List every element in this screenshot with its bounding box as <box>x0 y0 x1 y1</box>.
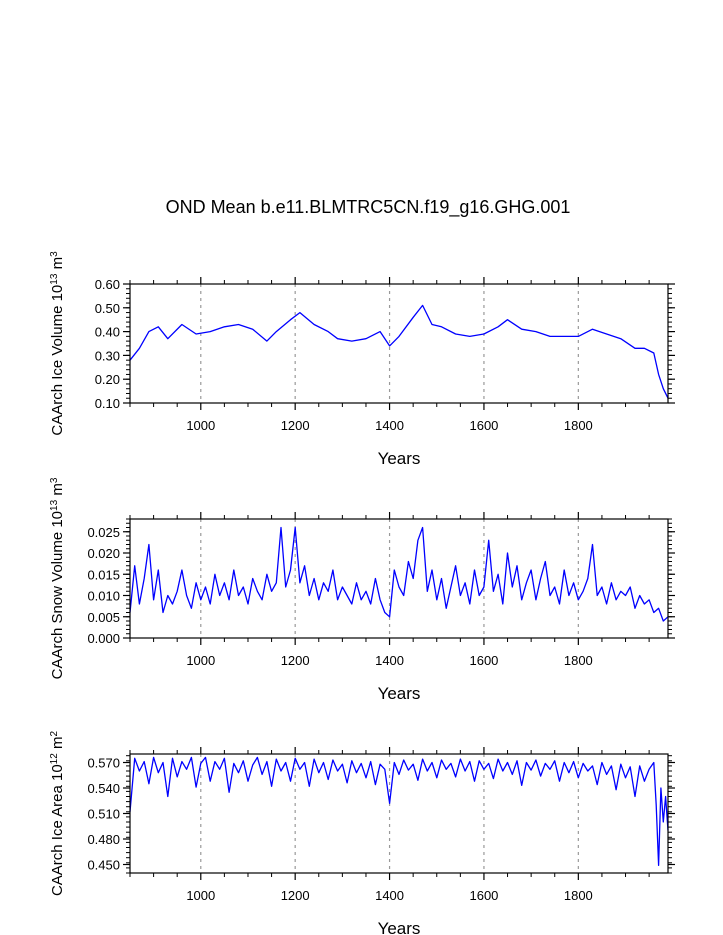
x-tick-label: 1600 <box>469 418 498 433</box>
panel-1: 1000 1200 1400 1600 1800 0.10 0.20 0.30 0.40 0.50… <box>49 251 675 468</box>
x-tick-label: 1800 <box>564 418 593 433</box>
y-tick-label: 0.570 <box>87 756 120 771</box>
x-tick-label: 1000 <box>186 653 215 668</box>
y-axis-label: CAArch Ice Volume 1013 m3 <box>49 251 67 436</box>
y-tick-label: 0.40 <box>95 325 120 340</box>
x-tick-label: 1200 <box>281 418 310 433</box>
y-tick-label: 0.005 <box>87 610 120 625</box>
y-tick-label: 0.010 <box>87 589 120 604</box>
y-tick-label: 0.50 <box>95 301 120 316</box>
x-tick-label: 1400 <box>375 418 404 433</box>
y-tick-label: 0.000 <box>87 631 120 646</box>
series-line <box>129 526 669 622</box>
x-tick-label: 1400 <box>375 653 404 668</box>
x-tick-label: 1200 <box>281 653 310 668</box>
series-line <box>129 304 669 399</box>
panels: 1000 1200 1400 1600 1800 0.10 0.20 0.30 0.40 0.50… <box>49 251 675 935</box>
figure-title: OND Mean b.e11.BLMTRC5CN.f19_g16.GHG.001 <box>166 197 571 218</box>
y-tick-label: 0.510 <box>87 807 120 822</box>
panel-2: 1000 1200 1400 1600 1800 0.000 0.005 0.010 0.015… <box>49 477 675 703</box>
y-tick-label: 0.480 <box>87 832 120 847</box>
plot-frame <box>129 283 669 404</box>
y-tick-label: 0.10 <box>95 396 120 411</box>
panel-3: 1000 1200 1400 1600 1800 0.450 0.480 0.510 0.540… <box>49 731 675 935</box>
x-tick-label: 1000 <box>186 888 215 903</box>
x-axis-label: Years <box>378 919 421 935</box>
y-axis-label: CAArch Ice Area 1012 m2 <box>49 731 67 897</box>
x-tick-label: 1400 <box>375 888 404 903</box>
x-tick-label: 1800 <box>564 888 593 903</box>
x-axis-label: Years <box>378 684 421 703</box>
y-tick-label: 0.015 <box>87 567 120 582</box>
y-tick-label: 0.450 <box>87 858 120 873</box>
x-tick-label: 1200 <box>281 888 310 903</box>
series-line <box>129 756 669 867</box>
y-axis-label: CAArch Snow Volume 1013 m3 <box>49 477 67 679</box>
y-tick-label: 0.025 <box>87 525 120 540</box>
y-tick-label: 0.20 <box>95 372 120 387</box>
x-tick-label: 1800 <box>564 653 593 668</box>
plot-frame <box>129 753 669 874</box>
x-axis-label: Years <box>378 449 421 468</box>
y-tick-label: 0.60 <box>95 277 120 292</box>
y-tick-label: 0.30 <box>95 348 120 363</box>
x-tick-label: 1000 <box>186 418 215 433</box>
y-tick-label: 0.540 <box>87 781 120 796</box>
x-tick-label: 1600 <box>469 888 498 903</box>
y-tick-label: 0.020 <box>87 546 120 561</box>
x-tick-label: 1600 <box>469 653 498 668</box>
